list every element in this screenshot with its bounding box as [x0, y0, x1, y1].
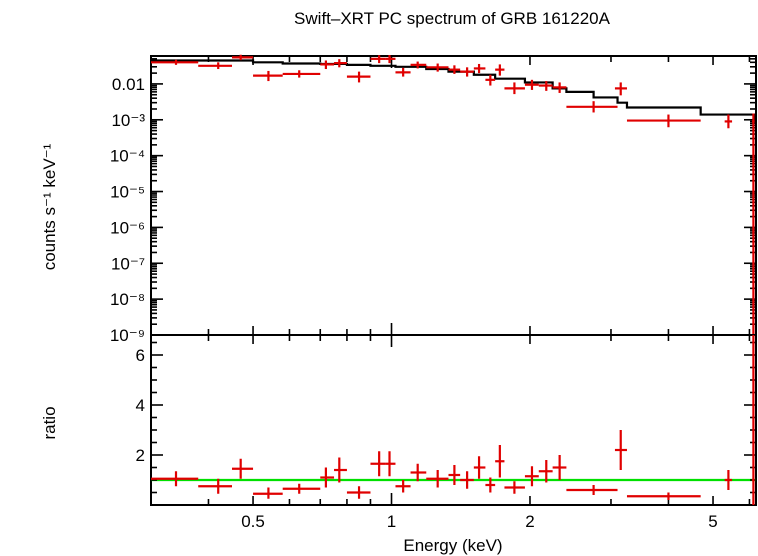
ratio-y-axis-label: ratio — [40, 406, 59, 439]
ratio-data-point — [334, 457, 347, 483]
y-tick-label: 10⁻⁶ — [110, 218, 145, 237]
x-axis-label: Energy (keV) — [403, 536, 502, 555]
spectrum-data-point — [370, 55, 386, 64]
spectrum-data-points — [151, 54, 755, 335]
ratio-data-point — [485, 477, 496, 493]
y-tick-label: 10⁻⁴ — [110, 147, 145, 166]
spectrum-data-point — [410, 61, 427, 69]
ratio-frame — [150, 334, 757, 506]
x-tick-label: 5 — [708, 512, 717, 531]
x-tick-label: 1 — [387, 512, 396, 531]
x-tick-labels: 0.5 1 2 5 — [241, 512, 718, 531]
ratio-data-point — [385, 451, 396, 477]
ratio-data-point — [504, 481, 525, 494]
ratio-data-point — [370, 451, 386, 477]
ratio-panel: 2 4 6 0.5 1 2 5 — [136, 334, 757, 531]
spectrum-data-point — [460, 67, 474, 77]
spectrum-data-point — [151, 59, 199, 65]
y-tick-label: 10⁻³ — [111, 111, 145, 130]
spectrum-data-point — [385, 54, 396, 64]
spectrum-data-point — [473, 63, 486, 74]
chart-title: Swift–XRT PC spectrum of GRB 161220A — [294, 9, 611, 28]
spectrum-data-point — [626, 114, 701, 128]
spectrum-data-point — [724, 114, 733, 129]
ratio-data-point — [524, 466, 539, 487]
y-tick-label: 10⁻⁸ — [110, 290, 145, 309]
spectrum-data-point — [231, 54, 254, 61]
spectrum-data-point — [752, 113, 755, 335]
spectrum-data-point — [448, 65, 461, 74]
spectrum-data-point — [198, 62, 232, 70]
spectrum-data-point — [495, 64, 505, 76]
spectrum-data-point — [524, 79, 539, 90]
spectrum-data-point — [426, 63, 449, 72]
y-tick-label: 6 — [136, 346, 145, 365]
spectrum-data-point — [395, 67, 411, 77]
spectrum-data-point — [253, 70, 283, 82]
spectrum-panel: 0.01 10⁻³ 10⁻⁴ 10⁻⁵ 10⁻⁶ 10⁻⁷ 10⁻⁸ 10⁻⁹ — [110, 54, 757, 347]
ratio-data-point — [346, 486, 371, 499]
spectrum-y-axis-label: counts s⁻¹ keV⁻¹ — [40, 143, 59, 270]
spectrum-data-point — [282, 70, 321, 78]
y-tick-label: 2 — [136, 446, 145, 465]
ratio-data-point — [752, 335, 755, 505]
ratio-data-point — [395, 480, 411, 493]
ratio-data-point — [253, 487, 283, 499]
ratio-data-point — [538, 460, 553, 483]
ratio-data-point — [495, 445, 505, 478]
spectrum-data-point — [614, 82, 627, 96]
spectrum-data-point — [334, 59, 347, 68]
ratio-data-point — [410, 463, 427, 482]
ratio-data-points — [151, 335, 755, 505]
ratio-data-point — [614, 430, 627, 470]
y-tick-label: 4 — [136, 396, 145, 415]
spectrum-frame — [150, 55, 757, 336]
x-tick-label: 0.5 — [241, 512, 265, 531]
ratio-data-point — [448, 465, 461, 485]
spectrum-axis-ticks — [150, 55, 756, 347]
ratio-data-point — [724, 470, 733, 490]
ratio-data-point — [566, 485, 618, 495]
spectrum-y-tick-labels: 0.01 10⁻³ 10⁻⁴ 10⁻⁵ 10⁻⁶ 10⁻⁷ 10⁻⁸ 10⁻⁹ — [110, 75, 146, 345]
y-tick-label: 10⁻⁷ — [111, 254, 145, 273]
y-tick-label: 0.01 — [112, 75, 145, 94]
ratio-data-point — [198, 478, 232, 494]
spectrum-data-point — [346, 71, 371, 83]
spectrum-data-point — [320, 60, 335, 70]
ratio-data-point — [151, 471, 199, 487]
y-tick-label: 10⁻⁹ — [110, 326, 145, 345]
spectrum-data-point — [485, 74, 496, 86]
ratio-y-tick-labels: 2 4 6 — [136, 346, 145, 465]
spectrum-data-point — [538, 81, 553, 91]
ratio-data-point — [473, 456, 486, 479]
spectrum-data-point — [566, 101, 618, 113]
y-tick-label: 10⁻⁵ — [110, 183, 145, 202]
ratio-data-point — [231, 458, 254, 479]
ratio-data-point — [320, 467, 335, 488]
spectrum-data-point — [504, 82, 525, 95]
ratio-data-point — [426, 470, 449, 488]
ratio-data-point — [460, 471, 474, 489]
ratio-data-point — [282, 483, 321, 494]
model-line — [151, 59, 756, 123]
ratio-data-point — [626, 492, 701, 500]
spectrum-data-point — [552, 82, 567, 93]
x-tick-label: 2 — [525, 512, 534, 531]
ratio-data-point — [552, 455, 567, 480]
